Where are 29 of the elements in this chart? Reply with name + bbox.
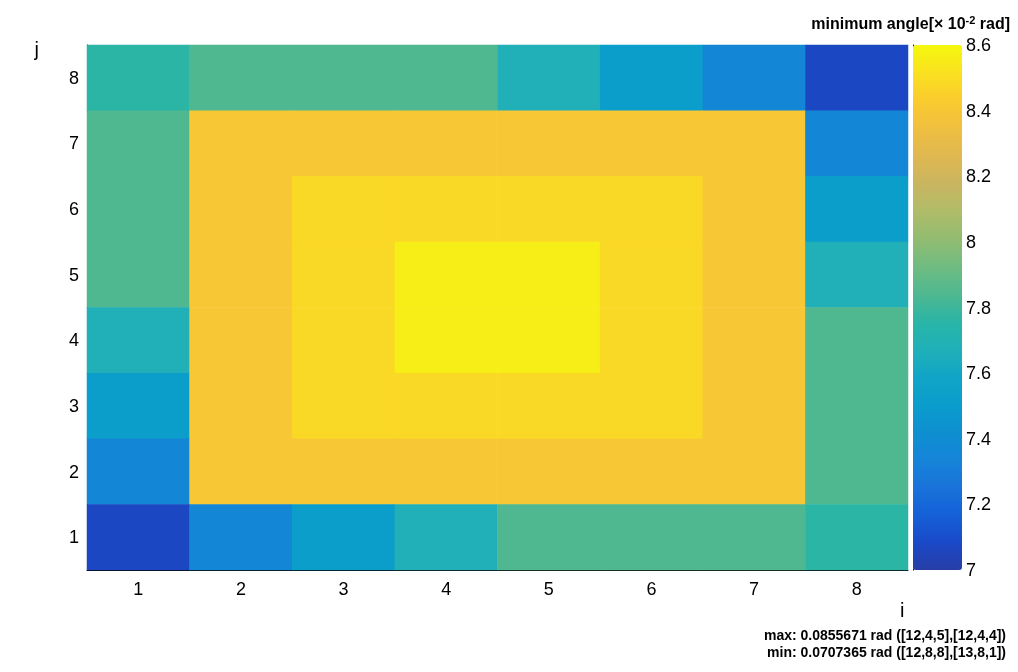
y-tick-label: 3 xyxy=(68,395,79,416)
y-tick-label: 8 xyxy=(68,67,79,88)
y-tick-label: 7 xyxy=(68,133,79,154)
y-tick-label: 1 xyxy=(68,527,79,548)
x-tick-label: 2 xyxy=(235,579,246,599)
y-tick-label: 2 xyxy=(68,461,79,482)
color-bar-label: 7 xyxy=(966,560,977,580)
x-tick-label: 3 xyxy=(338,579,349,599)
x-tick-label: 4 xyxy=(441,579,452,599)
color-bar-label: 8.2 xyxy=(966,166,992,187)
color-bar-label: 7.6 xyxy=(966,363,992,384)
color-bar-label: 7.2 xyxy=(966,494,992,515)
color-bar-label: 8.4 xyxy=(966,100,992,121)
x-axis-title: i xyxy=(900,599,905,621)
color-bar-label: 8.6 xyxy=(966,35,992,55)
y-tick-label: 4 xyxy=(68,330,79,351)
color-bar-label: 8 xyxy=(966,231,977,252)
x-tick-label: 7 xyxy=(749,579,760,599)
color-bar-label: 7.4 xyxy=(966,428,992,449)
y-tick-label: 5 xyxy=(68,264,79,285)
text: min: 0.0707365 rad ([12,8,8],[13,8,1]) xyxy=(767,644,1007,660)
y-tick-label: 6 xyxy=(68,199,79,220)
text: max: 0.0855671 rad ([12,4,5],[12,4,4]) xyxy=(763,627,1006,643)
x-tick-label: 5 xyxy=(543,579,554,599)
x-tick-label: 8 xyxy=(851,579,862,599)
x-tick-label: 6 xyxy=(646,579,657,599)
color-bar-label: 7.8 xyxy=(966,297,992,318)
y-axis-title: j xyxy=(33,38,39,60)
x-tick-label: 1 xyxy=(133,579,144,599)
